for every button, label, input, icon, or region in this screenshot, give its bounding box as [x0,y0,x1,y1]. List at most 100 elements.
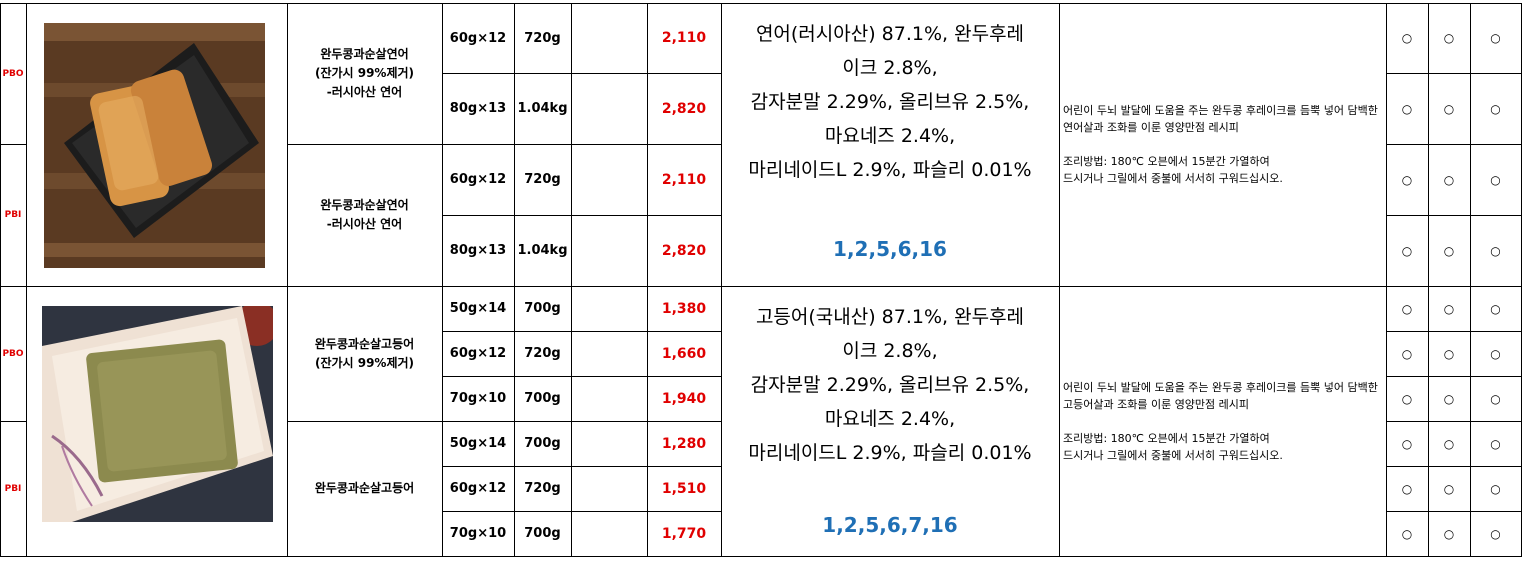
availability-mark: ○ [1443,243,1455,258]
grid-line [1521,3,1522,557]
grid-line [571,3,572,557]
grid-line [1386,286,1522,287]
grid-line [514,3,515,557]
grid-line [1386,215,1522,216]
availability-mark: ○ [1490,526,1501,541]
unit-price: 2,820 [661,100,707,117]
grid-line [442,556,722,557]
pack-size: 60g×12 [449,481,507,496]
unit-price: 1,660 [661,345,707,362]
grid-line [1386,3,1522,4]
pack-size: 50g×14 [449,436,507,451]
pack-size: 80g×13 [449,243,507,258]
total-weight: 1.04kg [517,101,568,116]
availability-mark: ○ [1443,391,1455,406]
total-weight: 720g [524,172,561,187]
product-code: PBO [2,348,24,359]
total-weight: 720g [524,30,561,46]
grid-line [1386,466,1522,467]
total-weight: 700g [524,436,561,451]
grid-line [721,3,722,557]
availability-mark: ○ [1401,301,1413,316]
pack-size: 60g×12 [449,346,507,361]
product-code: PBO [2,68,24,79]
availability-mark: ○ [1490,101,1501,116]
availability-mark: ○ [1401,391,1413,406]
availability-mark: ○ [1490,301,1501,316]
pack-size: 50g×14 [449,301,507,316]
availability-mark: ○ [1401,101,1413,116]
grid-line [442,376,722,377]
grid-line [442,466,722,467]
unit-price: 1,380 [661,300,707,317]
pack-size: 60g×12 [449,172,507,187]
availability-mark: ○ [1490,243,1501,258]
grid-line [26,3,27,557]
availability-mark: ○ [1443,101,1455,116]
product-name: 완두콩과순살연어 (잔가시 99%제거) -러시아산 연어 [314,47,415,99]
grid-line [0,286,1522,287]
grid-line [1386,3,1387,557]
grid-line [1386,144,1522,145]
grid-line [1059,3,1060,557]
unit-price: 2,820 [661,242,707,259]
grid-line [442,286,722,287]
grid-line [0,3,1,557]
grid-line [1386,511,1522,512]
availability-mark: ○ [1401,346,1413,361]
availability-mark: ○ [1490,172,1501,187]
total-weight: 700g [524,301,561,316]
product-code: PBI [4,483,22,494]
availability-mark: ○ [1401,526,1413,541]
grid-line [287,421,443,422]
total-weight: 700g [524,391,561,406]
grid-line [0,421,27,422]
total-weight: 700g [524,526,561,541]
grid-line [442,144,722,145]
availability-mark: ○ [1490,481,1501,496]
availability-mark: ○ [1401,436,1413,451]
availability-mark: ○ [1443,526,1455,541]
grid-line [1386,73,1522,74]
salmon-cutlet-photo [44,23,265,268]
ingredients-text: 고등어(국내산) 87.1%, 완두후레 이크 2.8%, 감자분말 2.29%… [748,306,1032,464]
unit-price: 1,940 [661,390,707,407]
grid-line [442,3,722,4]
availability-mark: ○ [1443,436,1455,451]
grid-line [442,331,722,332]
pack-size: 60g×12 [449,30,507,46]
availability-mark: ○ [1443,346,1455,361]
unit-price: 1,280 [661,435,707,452]
product-name: 완두콩과순살연어 -러시아산 연어 [320,198,409,231]
pack-size: 70g×10 [449,526,507,541]
unit-price: 2,110 [661,30,707,46]
grid-line [442,215,722,216]
grid-line [287,144,443,145]
grid-line [1386,556,1522,557]
grid-line [0,3,1522,4]
total-weight: 720g [524,346,561,361]
grid-line [1386,331,1522,332]
pack-size: 70g×10 [449,391,507,406]
unit-price: 2,110 [661,171,707,188]
availability-mark: ○ [1443,301,1455,316]
total-weight: 720g [524,481,561,496]
grid-line [0,144,27,145]
grid-line [1470,3,1471,557]
allergen-codes: 1,2,5,6,7,16 [822,513,958,537]
unit-price: 1,770 [661,525,707,542]
grid-line [442,511,722,512]
availability-mark: ○ [1443,481,1455,496]
grid-line [442,421,722,422]
availability-mark: ○ [1443,172,1455,187]
product-name: 완두콩과순살고등어 (잔가시 99%제거) [314,336,415,370]
availability-mark: ○ [1490,436,1501,451]
grid-line [442,73,722,74]
product-code: PBI [4,210,22,220]
allergen-codes: 1,2,5,6,16 [833,237,947,261]
availability-mark: ○ [1401,31,1413,45]
product-description: 어린이 두뇌 발달에 도움을 주는 완두콩 후레이크를 듬뿍 넣어 담백한 고등… [1063,380,1378,462]
grid-line [0,556,1522,557]
grid-line [1428,3,1429,557]
